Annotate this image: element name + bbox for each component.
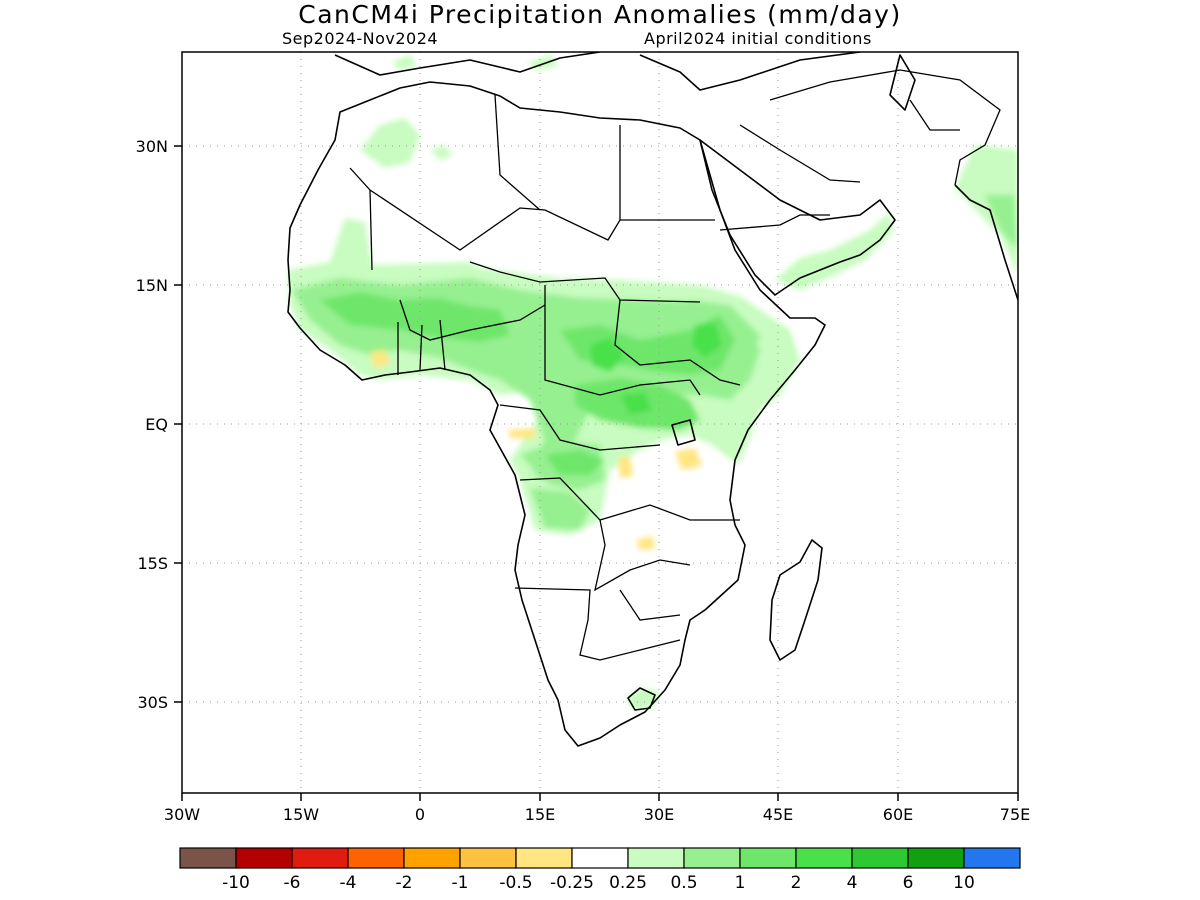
y-tick-label: 30N: [136, 137, 168, 156]
europe-coastline: [334, 52, 861, 91]
anomaly-area-india-medium: [985, 195, 1018, 250]
coastlines: [287, 52, 1018, 747]
anomaly-area-tanzania-dry: [675, 448, 702, 470]
anomaly-area-gabon-dry: [508, 428, 536, 438]
x-tick-label: 30W: [164, 805, 200, 824]
colorbar-label: -4: [340, 873, 357, 893]
colorbar-swatch: [235, 847, 293, 869]
colorbar-label: 0.5: [670, 873, 697, 893]
colorbar-swatch: [571, 847, 629, 869]
y-axis-labels: 30N 15N EQ 15S 30S: [136, 137, 168, 712]
colorbar-label: 6: [903, 873, 914, 893]
colorbar-labels: -10 -6 -4 -2 -1 -0.5 -0.25 0.25 0.5 1 2 4 6 10: [222, 873, 975, 893]
colorbar-swatch: [179, 847, 237, 869]
lake-victoria: [671, 419, 696, 446]
arabia-coastline: [699, 139, 896, 296]
colorbar-label: -2: [396, 873, 413, 893]
anomaly-area-algeria-light: [430, 145, 452, 160]
colorbar-label: -6: [284, 873, 301, 893]
x-axis-labels: 30W 15W 0 15E 30E 45E 60E 75E: [164, 805, 1030, 824]
india-coastline: [954, 184, 1018, 301]
anomaly-area-medsea-light: [392, 55, 418, 70]
x-tick-label: 0: [415, 805, 425, 824]
y-tick-label: 15N: [136, 276, 168, 295]
colorbar-swatch: [291, 847, 349, 869]
colorbar-swatch: [795, 847, 853, 869]
initial-conditions-note: April2024 initial conditions: [644, 29, 872, 48]
colorbar-swatch: [851, 847, 909, 869]
anomaly-area-angola-medium: [530, 488, 590, 530]
colorbar-swatch: [459, 847, 517, 869]
colorbar-swatch: [347, 847, 405, 869]
forecast-period: Sep2024-Nov2024: [282, 29, 439, 48]
y-tick-label: EQ: [145, 415, 168, 434]
map-title: CanCM4i Precipitation Anomalies (mm/day): [298, 0, 902, 29]
colorbar-label: -1: [452, 873, 469, 893]
anomaly-area-westafrica-dark: [320, 292, 510, 342]
colorbar-swatch: [403, 847, 461, 869]
colorbar-label: 4: [847, 873, 858, 893]
country-borders: [349, 69, 1001, 661]
colorbar-label: 0.25: [609, 873, 647, 893]
anomaly-area-ethiopia-strong: [692, 322, 722, 358]
colorbar-swatch: [963, 847, 1021, 869]
x-tick-label: 45E: [763, 805, 793, 824]
africa-coastline: [287, 81, 826, 747]
x-tick-label: 30E: [644, 805, 674, 824]
anomaly-shading: [288, 55, 1018, 710]
x-tick-label: 15E: [525, 805, 555, 824]
colorbar-label: 1: [735, 873, 746, 893]
colorbar: [179, 847, 1021, 869]
colorbar-label: 2: [791, 873, 802, 893]
x-tick-label: 15W: [283, 805, 319, 824]
anomaly-area-drc-dry: [618, 456, 633, 478]
anomaly-area-morocco-light: [360, 118, 420, 168]
anomaly-area-arabia-light: [775, 212, 893, 290]
colorbar-swatch: [515, 847, 573, 869]
colorbar-label: 10: [953, 873, 975, 893]
colorbar-label: -0.5: [499, 873, 532, 893]
anomaly-area-india-light: [955, 145, 1018, 275]
anomaly-area-gabon-dark: [545, 450, 605, 475]
x-tick-label: 60E: [883, 805, 913, 824]
colorbar-label: -10: [222, 873, 250, 893]
colorbar-swatch: [907, 847, 965, 869]
anomaly-area-drc-strong: [620, 392, 652, 415]
colorbar-swatch: [683, 847, 741, 869]
tick-marks: [174, 145, 1019, 801]
colorbar-label: -0.25: [550, 873, 594, 893]
madagascar-coastline: [769, 539, 823, 661]
anomaly-area-zambia-dry: [636, 536, 656, 550]
x-tick-label: 75E: [1000, 805, 1030, 824]
anomaly-area-ivorycoast-dry: [370, 350, 390, 368]
colorbar-swatch: [739, 847, 797, 869]
anomaly-area-sa-light: [625, 688, 660, 710]
colorbar-swatch: [627, 847, 685, 869]
y-tick-label: 15S: [137, 554, 168, 573]
y-tick-label: 30S: [137, 693, 168, 712]
plot-frame: [181, 51, 1019, 794]
lesotho-border: [627, 687, 656, 711]
